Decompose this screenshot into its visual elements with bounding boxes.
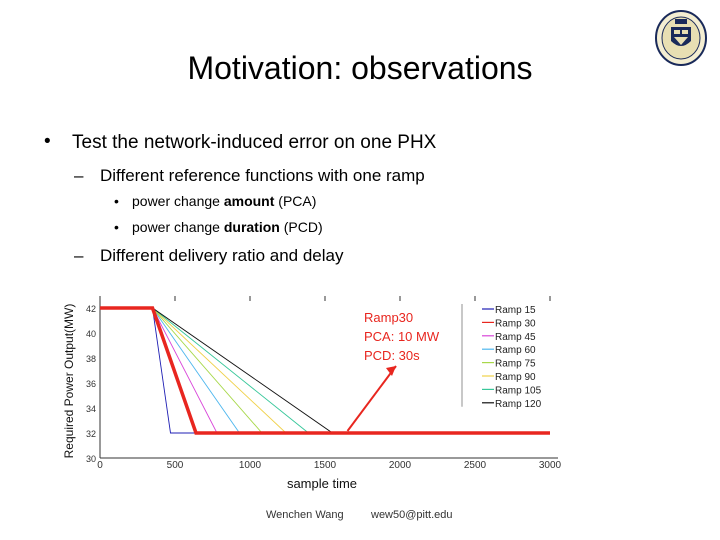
footer-author: Wenchen Wang [266,509,344,521]
footer-email: wew50@pitt.edu [371,509,453,521]
legend-label: Ramp 45 [495,332,536,343]
legend-label: Ramp 60 [495,345,536,356]
item-pcd: • power change duration (PCD) [114,219,323,235]
legend-label: Ramp 15 [495,305,536,316]
y-tick-label: 36 [86,379,96,389]
university-seal-logo [655,10,707,66]
bullet-text: Test the network-induced error on one PH… [72,132,437,153]
y-tick-label: 30 [86,454,96,464]
x-tick-label: 0 [97,460,103,471]
subbullet-text: Different delivery ratio and delay [100,246,344,265]
item-pca: • power change amount (PCA) [114,193,316,209]
y-tick-label: 42 [86,304,96,314]
item-post: (PCD) [279,219,323,235]
legend-label: Ramp 90 [495,372,536,383]
item-bold: duration [223,219,280,235]
item-pre: power change [132,219,224,235]
x-tick-label: 1500 [314,460,337,471]
y-tick-label: 32 [86,429,96,439]
y-tick-label: 34 [86,404,96,414]
annotation-text: Ramp30 [364,310,413,325]
y-axis-label: Required Power Output(MW) [62,304,76,459]
dash-marker: – [74,166,84,185]
legend-label: Ramp 120 [495,399,542,410]
annotation-text: PCD: 30s [364,348,420,363]
x-tick-label: 2500 [464,460,487,471]
legend-label: Ramp 105 [495,385,542,396]
item-bold: amount [223,193,275,209]
power-output-chart: 42 40 38 36 34 32 300 500 1000 1500 2000 2500 3000 sa… [62,296,562,491]
x-axis-label: sample time [287,476,357,491]
legend-label: Ramp 30 [495,318,536,329]
item-pre: power change [132,193,224,209]
annotation-arrowhead [386,366,396,376]
slide-title: Motivation: observations [187,50,533,86]
y-tick-label: 38 [86,354,96,364]
bullet-dot: • [114,219,119,235]
item-post: (PCA) [274,193,317,209]
highlight-series-line [100,306,550,435]
subbullet-reference-functions: – Different reference functions with one … [74,166,425,186]
x-tick-label: 500 [167,460,184,471]
x-tick-label: 1000 [239,460,262,471]
annotation-text: PCA: 10 MW [364,329,440,344]
annotation-arrow [346,365,397,432]
y-tick-label: 40 [86,329,96,339]
bullet-dot: • [44,131,51,152]
x-tick-label: 3000 [539,460,562,471]
legend-label: Ramp 75 [495,359,536,370]
x-tick-label: 2000 [389,460,412,471]
bullet-dot: • [114,193,119,209]
subbullet-text: Different reference functions with one r… [100,166,425,185]
subbullet-delivery-ratio: – Different delivery ratio and delay [74,246,344,266]
dash-marker: – [74,246,84,265]
series-line-ramp-15 [100,307,550,434]
